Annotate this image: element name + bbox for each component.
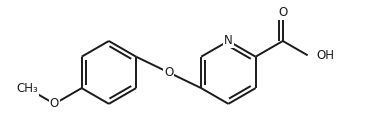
Text: O: O — [164, 66, 173, 79]
Text: N: N — [224, 34, 233, 47]
Text: O: O — [278, 6, 287, 19]
Text: O: O — [50, 97, 59, 110]
Text: CH₃: CH₃ — [16, 82, 38, 95]
Text: OH: OH — [316, 49, 335, 62]
